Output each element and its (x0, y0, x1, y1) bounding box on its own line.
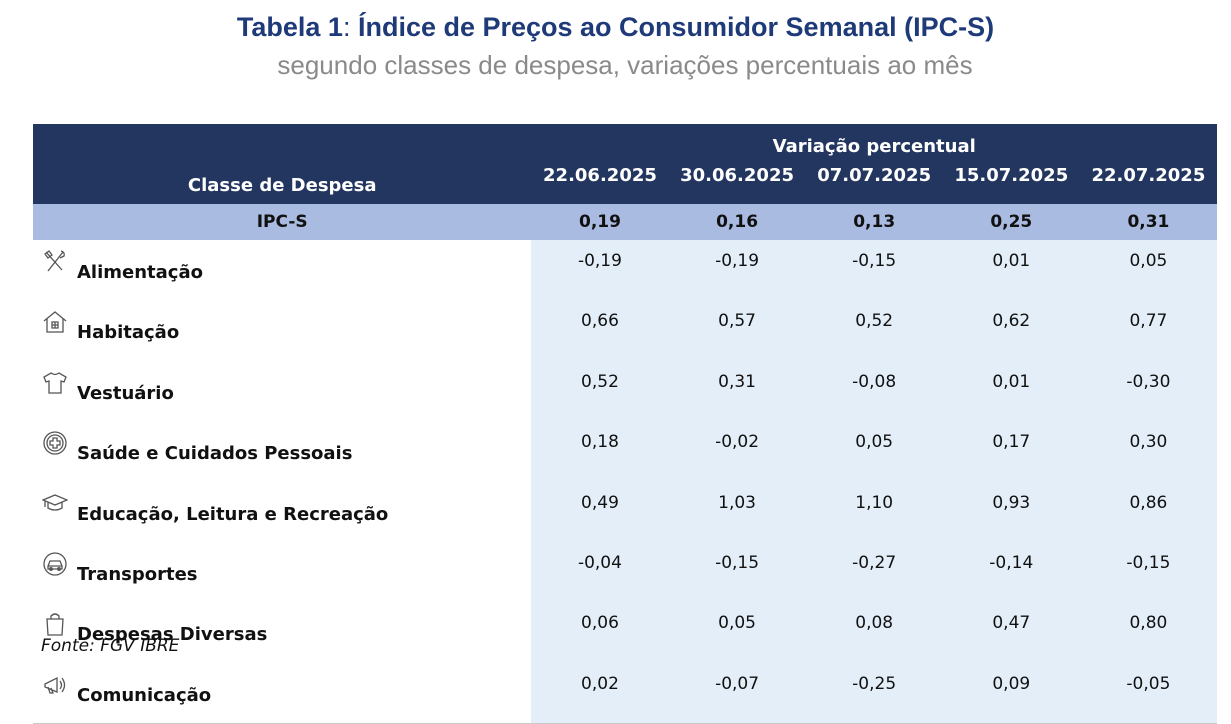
cell-value: -0,02 (668, 421, 806, 482)
cell-value: 0,08 (805, 602, 943, 663)
house-icon (42, 309, 68, 335)
cell-value: 0,01 (942, 240, 1080, 301)
table-body: Alimentação -0,19 -0,19 -0,15 0,01 0,05 … (33, 240, 1217, 724)
cell-value: 1,10 (805, 481, 943, 542)
cell-value: 0,05 (1079, 240, 1217, 301)
cell-value: 0,52 (531, 360, 669, 422)
cell-value: 0,30 (1079, 421, 1217, 482)
cell-value: 0,93 (942, 481, 1080, 542)
table-header: Classe de Despesa Variação percentual 22… (33, 124, 1217, 204)
row-label: Alimentação (77, 262, 203, 283)
summary-value: 0,25 (942, 204, 1080, 240)
graduation-cap-icon (41, 491, 69, 517)
title-separator: : (342, 12, 351, 42)
cell-value: 0,01 (942, 360, 1080, 422)
cell-value: 0,18 (531, 421, 669, 482)
cell-value: 0,17 (942, 421, 1080, 482)
date-header: 22.06.2025 (531, 159, 669, 204)
cell-value: 0,02 (531, 662, 669, 724)
table-row: Transportes -0,04 -0,15 -0,27 -0,14 -0,1… (33, 541, 1217, 603)
cell-value: 0,06 (531, 602, 669, 663)
car-icon (42, 551, 68, 577)
summary-label: IPC-S (33, 204, 532, 240)
cell-value: 0,47 (942, 602, 1080, 663)
row-label: Saúde e Cuidados Pessoais (77, 443, 353, 465)
megaphone-icon (42, 672, 68, 698)
table-row: Educação, Leitura e Recreação 0,49 1,03 … (33, 481, 1217, 542)
cell-value: 0,77 (1079, 300, 1217, 361)
cell-value: -0,19 (531, 240, 669, 301)
group-header: Variação percentual (531, 124, 1217, 159)
row-label: Despesas Diversas (77, 624, 268, 646)
table-row: Comunicação 0,02 -0,07 -0,25 0,09 -0,05 (33, 662, 1217, 724)
table-subtitle: segundo classes de despesa, variações pe… (277, 50, 973, 80)
table-row: Saúde e Cuidados Pessoais 0,18 -0,02 0,0… (33, 421, 1217, 482)
table-title: Tabela 1: Índice de Preços ao Consumidor… (0, 12, 1231, 43)
cell-value: -0,08 (805, 360, 943, 422)
cell-value: 0,66 (531, 300, 669, 361)
cell-value: -0,25 (805, 662, 943, 724)
shirt-icon (42, 370, 68, 396)
cell-value: 0,86 (1079, 481, 1217, 542)
cell-value: 0,49 (531, 481, 669, 542)
cell-value: -0,04 (531, 541, 669, 603)
cell-value: 0,09 (942, 662, 1080, 724)
cell-value: -0,15 (1079, 541, 1217, 603)
cell-value: -0,30 (1079, 360, 1217, 422)
summary-value: 0,19 (531, 204, 669, 240)
health-cross-icon (42, 430, 68, 456)
cell-value: 0,31 (668, 360, 806, 422)
cell-value: 0,57 (668, 300, 806, 361)
row-label: Educação, Leitura e Recreação (77, 503, 389, 525)
table-row: Vestuário 0,52 0,31 -0,08 0,01 -0,30 (33, 360, 1217, 422)
cell-value: -0,07 (668, 662, 806, 724)
row-label: Transportes (77, 563, 198, 585)
cell-value: -0,15 (805, 240, 943, 301)
summary-value: 0,31 (1079, 204, 1217, 240)
title-prefix: Tabela 1 (236, 12, 343, 42)
cell-value: 0,80 (1079, 602, 1217, 663)
cell-value: -0,05 (1079, 662, 1217, 724)
row-label: Comunicação (77, 684, 212, 706)
cell-value: 0,52 (805, 300, 943, 361)
table-row: Alimentação -0,19 -0,19 -0,15 0,01 0,05 (33, 240, 1217, 301)
title-text: Índice de Preços ao Consumidor Semanal (… (350, 12, 995, 42)
cell-value: 0,05 (668, 602, 806, 663)
cell-value: 0,62 (942, 300, 1080, 361)
ipc-table: Classe de Despesa Variação percentual 22… (33, 124, 1217, 724)
table-row: Despesas Diversas 0,06 0,05 0,08 0,47 0,… (33, 602, 1217, 663)
summary-row: IPC-S 0,19 0,16 0,13 0,25 0,31 (33, 204, 1217, 240)
class-column-header: Classe de Despesa (33, 124, 532, 204)
cell-value: -0,27 (805, 541, 943, 603)
table-row: Habitação 0,66 0,57 0,52 0,62 0,77 (33, 300, 1217, 361)
summary-value: 0,16 (668, 204, 806, 240)
cell-value: -0,15 (668, 541, 806, 603)
date-header: 07.07.2025 (805, 159, 943, 204)
cell-value: 1,03 (668, 481, 806, 542)
cell-value: 0,05 (805, 421, 943, 482)
date-header: 30.06.2025 (668, 159, 806, 204)
row-label: Vestuário (77, 382, 174, 404)
source-note: Fonte: FGV IBRE (41, 636, 180, 656)
fork-knife-icon (42, 249, 68, 275)
cell-value: -0,19 (668, 240, 806, 301)
row-label: Habitação (77, 322, 180, 344)
summary-value: 0,13 (805, 204, 943, 240)
shopping-bag-icon (42, 611, 68, 637)
date-header: 22.07.2025 (1079, 159, 1217, 204)
cell-value: -0,14 (942, 541, 1080, 603)
date-header: 15.07.2025 (942, 159, 1080, 204)
